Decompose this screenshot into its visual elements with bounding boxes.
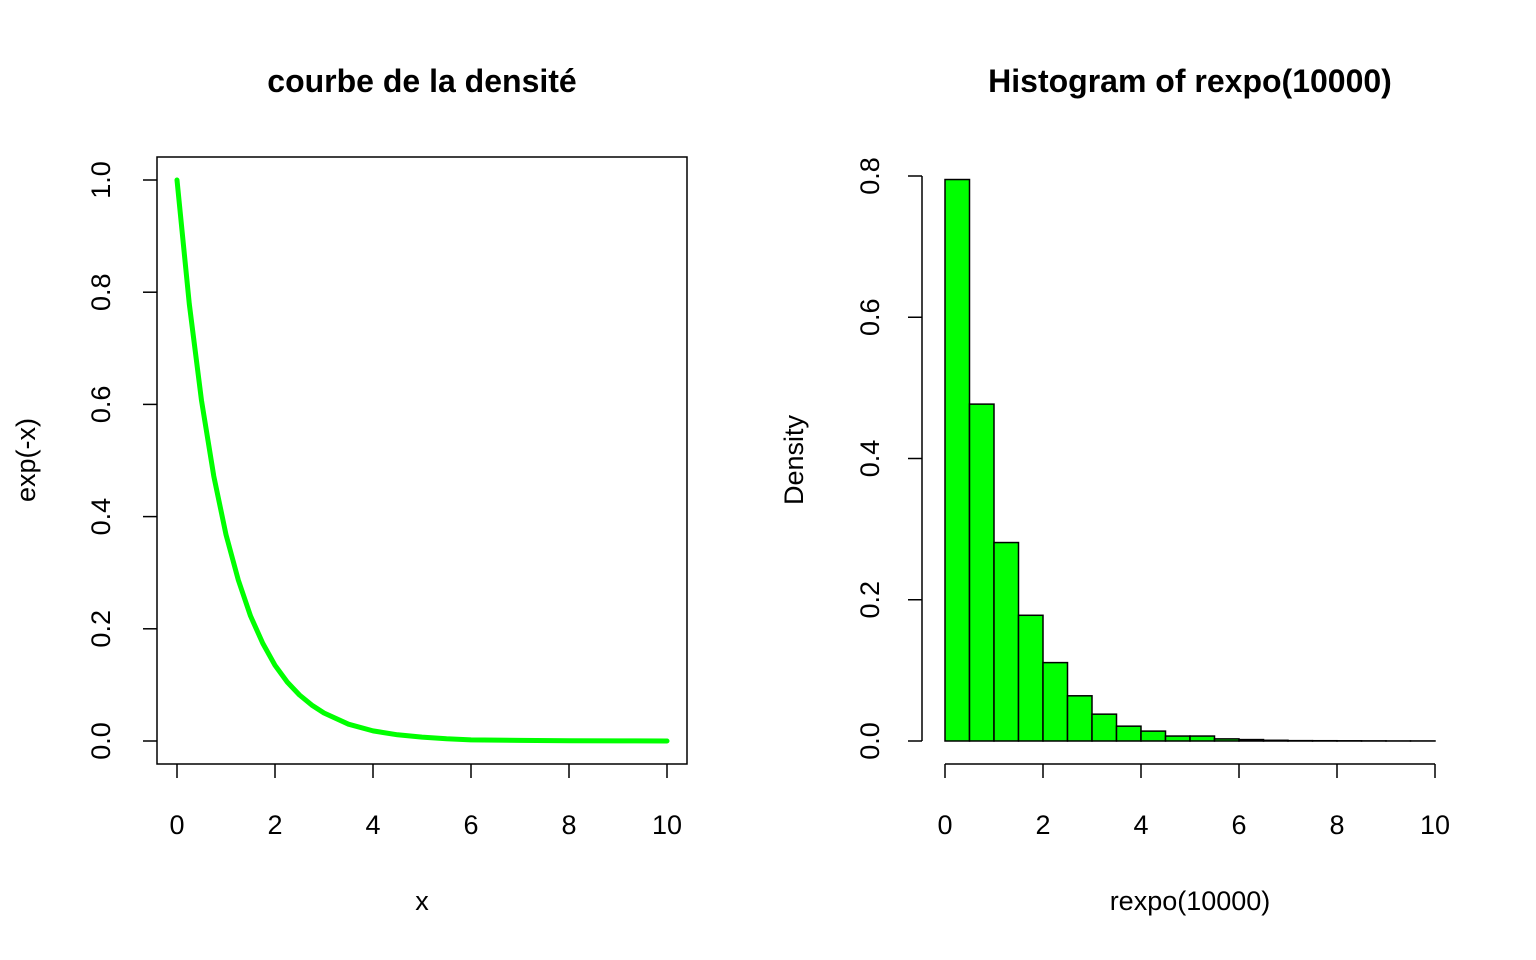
density-x-tick-label: 6 — [463, 810, 478, 840]
density-y-tick-label: 0.4 — [86, 498, 116, 536]
density-chart-title: courbe de la densité — [267, 63, 576, 99]
density-y-tick-label: 0.6 — [86, 386, 116, 424]
density-y-axis: 0.0 0.2 0.4 0.6 0.8 1.0 — [86, 161, 157, 760]
density-y-tick-label: 0.8 — [86, 273, 116, 311]
histogram-bar — [1262, 739, 1289, 742]
histogram-bar — [1115, 725, 1142, 742]
histogram-x-tick-label: 8 — [1329, 810, 1344, 840]
histogram-y-tick-label: 0.4 — [855, 440, 885, 478]
density-y-tick-label: 1.0 — [86, 161, 116, 199]
density-x-tick-label: 0 — [169, 810, 184, 840]
histogram-x-tick-label: 0 — [937, 810, 952, 840]
histogram-chart-title: Histogram of rexpo(10000) — [988, 63, 1392, 99]
histogram-y-tick-label: 0.6 — [855, 298, 885, 336]
histogram-bar — [968, 403, 995, 742]
histogram-x-tick-label: 10 — [1420, 810, 1450, 840]
histogram-bar — [1042, 661, 1069, 742]
density-y-tick-label: 0.0 — [86, 722, 116, 760]
histogram-bar — [993, 541, 1020, 742]
histogram-panel: Histogram of rexpo(10000) 0 2 4 6 8 10 0.0 0.2… — [779, 63, 1450, 916]
density-y-tick-label: 0.2 — [86, 610, 116, 648]
histogram-bar — [1238, 738, 1265, 742]
histogram-y-tick-label: 0.8 — [855, 157, 885, 195]
histogram-bar — [1189, 735, 1216, 742]
density-x-tick-label: 8 — [561, 810, 576, 840]
density-x-tick-label: 10 — [652, 810, 682, 840]
density-x-tick-label: 2 — [267, 810, 282, 840]
histogram-bar — [1017, 614, 1044, 742]
density-x-axis-label: x — [415, 886, 429, 916]
density-curve-panel: courbe de la densité 0 2 4 6 8 10 0.00.20.40.… — [11, 63, 688, 916]
histogram-x-tick-label: 4 — [1133, 810, 1148, 840]
density-y-axis-label: exp(-x) — [11, 418, 41, 502]
density-x-tick-label: 4 — [365, 810, 380, 840]
histogram-bar — [1091, 713, 1118, 742]
histogram-bars — [944, 178, 1436, 742]
histogram-bar — [1164, 735, 1191, 742]
histogram-bar — [1140, 730, 1167, 742]
histogram-y-axis-label: Density — [779, 414, 809, 505]
histogram-y-axis: 0.0 0.2 0.4 0.6 0.8 — [855, 157, 923, 760]
histogram-y-tick-label: 0.2 — [855, 581, 885, 619]
histogram-x-axis: 0 2 4 6 8 10 — [937, 763, 1450, 840]
density-x-axis: 0 2 4 6 8 10 — [169, 764, 682, 840]
histogram-bar — [944, 178, 971, 742]
histogram-x-tick-label: 2 — [1035, 810, 1050, 840]
histogram-y-tick-label: 0.0 — [855, 722, 885, 760]
histogram-bar — [1213, 738, 1240, 742]
histogram-x-axis-label: rexpo(10000) — [1110, 886, 1271, 916]
histogram-bar — [1066, 695, 1093, 742]
histogram-x-tick-label: 6 — [1231, 810, 1246, 840]
density-curve-line — [174, 177, 670, 744]
density-plot-box — [156, 156, 688, 765]
